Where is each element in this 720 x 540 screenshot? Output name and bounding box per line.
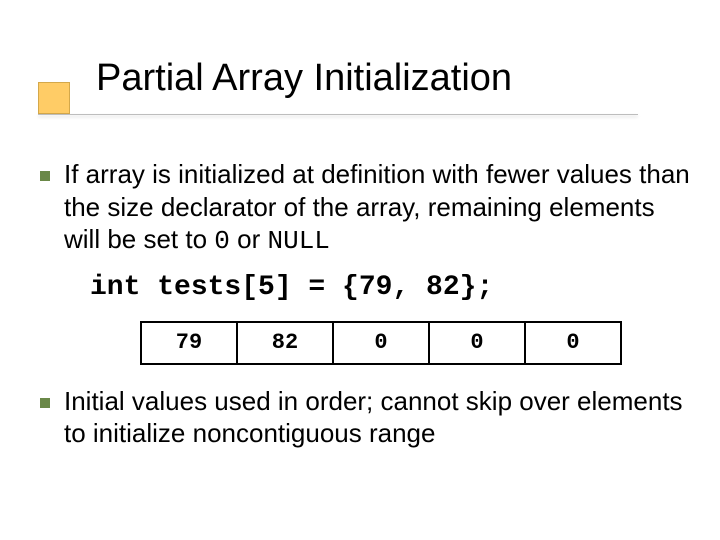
bullet-item: Initial values used in order; cannot ski… (40, 385, 690, 450)
inline-code: 0 (214, 226, 230, 256)
array-cell: 82 (237, 322, 333, 364)
slide-body: If array is initialized at definition wi… (40, 158, 690, 458)
title-area: Partial Array Initialization (0, 58, 720, 100)
bullet-square-icon (40, 171, 50, 181)
bullet-text-segment: If array is initialized at definition wi… (64, 159, 690, 254)
bullet-square-icon (40, 398, 50, 408)
array-cell: 79 (141, 322, 237, 364)
bullet-item: If array is initialized at definition wi… (40, 158, 690, 258)
bullet-text: Initial values used in order; cannot ski… (64, 385, 690, 450)
inline-code: NULL (267, 226, 329, 256)
title-underline (38, 114, 638, 115)
array-cell: 0 (429, 322, 525, 364)
title-accent-box (38, 82, 70, 114)
array-diagram: 79 82 0 0 0 (140, 321, 622, 365)
slide: Partial Array Initialization If array is… (0, 0, 720, 540)
bullet-text: If array is initialized at definition wi… (64, 158, 690, 258)
array-cell: 0 (525, 322, 621, 364)
array-cell: 0 (333, 322, 429, 364)
code-line: int tests[5] = {79, 82}; (90, 272, 690, 303)
bullet-text-segment: Initial values used in order; cannot ski… (64, 386, 683, 449)
bullet-text-segment: or (230, 224, 268, 254)
array-row: 79 82 0 0 0 (141, 322, 621, 364)
slide-title: Partial Array Initialization (96, 58, 720, 100)
